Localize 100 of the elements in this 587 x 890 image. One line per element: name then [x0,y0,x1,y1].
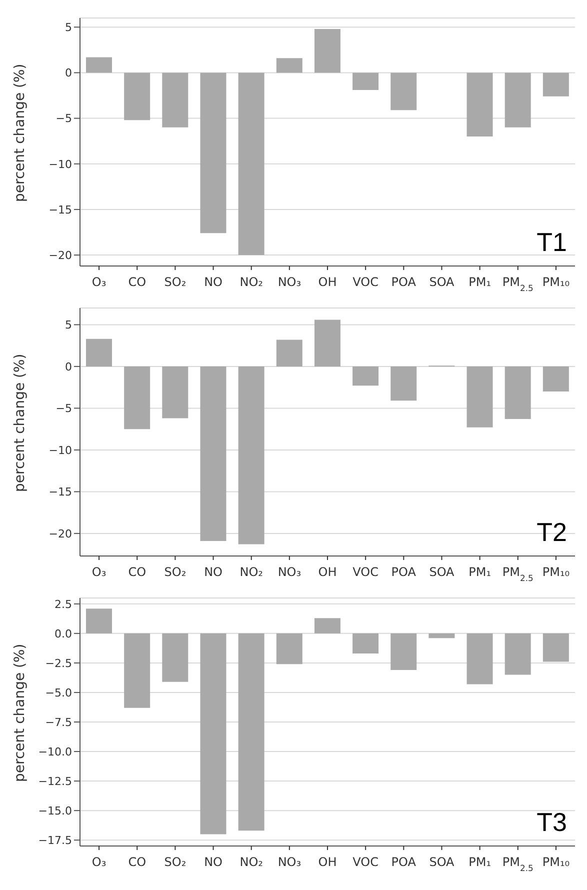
y-tick-label: −10 [48,158,72,171]
bar [124,72,150,120]
annotation: T1 [536,227,567,258]
x-tick-label: NO₂ [240,565,264,579]
bar [86,338,112,366]
x-tick-label: NO [204,565,222,579]
x-tick-label: PM$_{2.5}$ [502,855,534,873]
y-tick-label: 0 [65,66,72,80]
x-tick-label: NO₃ [278,565,302,579]
bar [466,72,493,137]
bar [390,72,417,110]
y-tick-label: −5 [56,112,72,126]
y-tick-label: −7.5 [45,716,72,729]
bar [86,57,112,73]
x-tick-label: OH [318,275,337,289]
bar [542,366,569,392]
bar [314,618,340,634]
x-tick-label: SO₂ [164,275,186,289]
y-axis-title: percent change (%) [12,64,28,202]
bar [238,633,264,831]
x-tick-label: VOC [352,565,378,579]
x-tick-label: CO [128,275,146,289]
bar [238,72,264,256]
bar [238,366,264,544]
bar [276,340,302,366]
x-tick-label: PM₁ [468,275,492,289]
y-tick-label: −17.5 [38,834,72,847]
bar [200,366,226,541]
bar [162,633,188,682]
x-tick-label: NO [204,275,222,289]
y-tick-label: −5.0 [45,686,72,700]
y-tick-label: −20 [48,248,72,262]
bar [200,633,226,834]
bar [314,320,340,366]
x-tick-label: VOC [352,275,378,289]
x-tick-label: PM$_{2.5}$ [502,275,534,293]
bar [390,366,417,401]
y-tick-label: 0.0 [54,627,72,640]
bar [276,633,302,664]
y-tick-label: −15 [48,203,72,216]
y-tick-label: 5 [65,21,72,34]
y-tick-label: −10.0 [38,745,72,758]
x-tick-label: NO₂ [240,275,264,289]
x-tick-label: POA [391,565,417,579]
y-axis-title: percent change (%) [12,644,28,782]
bar [314,28,340,73]
y-tick-label: 0 [65,360,72,374]
annotation: T3 [536,807,567,838]
y-tick-label: 5 [65,318,72,332]
x-tick-label: SO₂ [164,565,186,579]
x-tick-label: SO₂ [164,855,186,869]
y-tick-label: −2.5 [45,656,72,670]
x-tick-label: OH [318,565,337,579]
y-tick-label: −20 [48,527,72,540]
x-tick-label: O₃ [92,855,106,869]
x-tick-label: NO₂ [240,855,264,869]
x-tick-label: POA [391,855,417,869]
x-tick-label: PM₁₀ [542,565,570,579]
bar [276,58,302,73]
y-tick-label: −12.5 [38,774,72,788]
bar [352,72,379,90]
x-tick-label: POA [391,275,417,289]
bar [428,633,455,638]
x-tick-label: SOA [429,855,456,869]
x-tick-label: VOC [352,855,378,869]
bar [124,366,150,430]
y-tick-label: −10 [48,444,72,457]
x-tick-label: NO [204,855,222,869]
y-tick-label: −15.0 [38,804,72,818]
bar [542,633,569,662]
x-tick-label: SOA [429,565,456,579]
y-tick-label: 2.5 [54,598,72,611]
x-tick-label: PM₁₀ [542,275,570,289]
bar [542,72,569,96]
y-axis-title: percent change (%) [12,354,28,492]
bar [390,633,417,670]
bar [352,366,379,386]
x-tick-label: CO [128,855,146,869]
y-tick-label: −15 [48,486,72,499]
bar [162,366,188,418]
bar [162,72,188,128]
x-tick-label: NO₃ [278,275,302,289]
x-tick-label: PM₁₀ [542,855,570,869]
x-tick-label: SOA [429,275,456,289]
y-tick-label: −5 [56,402,72,416]
bar [466,366,493,428]
bar [504,366,531,420]
bar [466,633,493,684]
bar [352,633,379,654]
x-tick-label: PM₁ [468,855,492,869]
bar [504,633,531,675]
x-tick-label: PM₁ [468,565,492,579]
bar [200,72,226,234]
bar [504,72,531,128]
x-tick-label: CO [128,565,146,579]
x-tick-label: OH [318,855,337,869]
x-tick-label: O₃ [92,275,106,289]
x-tick-label: O₃ [92,565,106,579]
annotation: T2 [536,517,567,548]
bar [124,633,150,708]
